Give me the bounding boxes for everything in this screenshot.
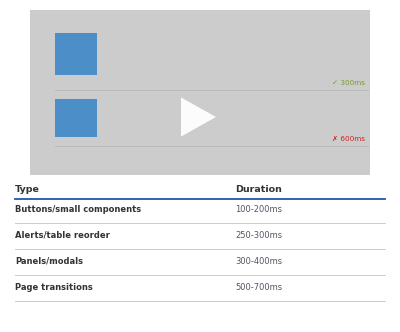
Bar [55,33,97,75]
Text: 100-200ms: 100-200ms [235,205,282,214]
Text: Alerts/table reorder: Alerts/table reorder [15,231,110,240]
Polygon shape [181,97,216,136]
Text: Page transitions: Page transitions [15,283,93,292]
Text: Duration: Duration [235,185,282,194]
Text: Type: Type [15,185,40,194]
Text: ✗ 600ms: ✗ 600ms [332,136,365,142]
Text: 300-400ms: 300-400ms [235,257,282,266]
Bar [55,99,97,137]
Text: ✓ 300ms: ✓ 300ms [332,80,365,86]
Text: 250-300ms: 250-300ms [235,231,282,240]
Bar [30,10,370,175]
Text: Panels/modals: Panels/modals [15,257,83,266]
Text: Buttons/small components: Buttons/small components [15,205,141,214]
Text: 500-700ms: 500-700ms [235,283,282,292]
